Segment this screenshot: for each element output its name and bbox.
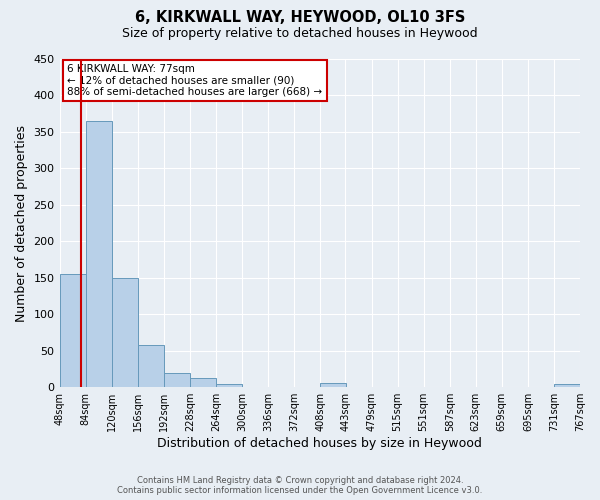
Text: 6, KIRKWALL WAY, HEYWOOD, OL10 3FS: 6, KIRKWALL WAY, HEYWOOD, OL10 3FS	[135, 10, 465, 25]
Bar	[164, 372, 190, 387]
Text: Contains HM Land Registry data © Crown copyright and database right 2024.
Contai: Contains HM Land Registry data © Crown c…	[118, 476, 482, 495]
X-axis label: Distribution of detached houses by size in Heywood: Distribution of detached houses by size …	[157, 437, 482, 450]
Bar	[320, 383, 346, 387]
Bar	[112, 278, 138, 387]
Bar	[216, 384, 242, 387]
Text: Size of property relative to detached houses in Heywood: Size of property relative to detached ho…	[122, 28, 478, 40]
Bar	[190, 378, 216, 387]
Text: 6 KIRKWALL WAY: 77sqm
← 12% of detached houses are smaller (90)
88% of semi-deta: 6 KIRKWALL WAY: 77sqm ← 12% of detached …	[67, 64, 322, 97]
Bar	[554, 384, 580, 387]
Bar	[86, 121, 112, 387]
Bar	[59, 274, 86, 387]
Bar	[138, 345, 164, 387]
Y-axis label: Number of detached properties: Number of detached properties	[15, 124, 28, 322]
